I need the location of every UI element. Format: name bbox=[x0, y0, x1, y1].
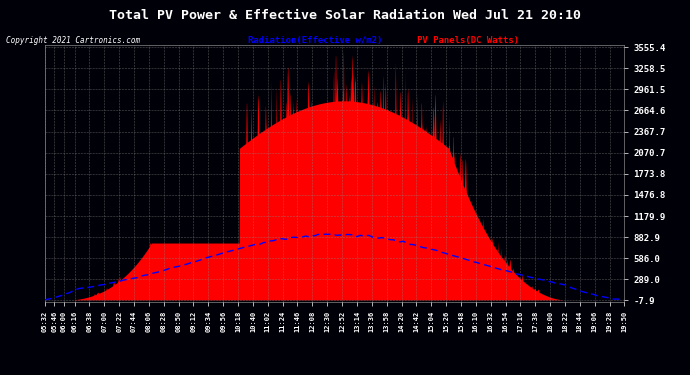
Text: Copyright 2021 Cartronics.com: Copyright 2021 Cartronics.com bbox=[6, 36, 139, 45]
Text: PV Panels(DC Watts): PV Panels(DC Watts) bbox=[417, 36, 520, 45]
Text: Total PV Power & Effective Solar Radiation Wed Jul 21 20:10: Total PV Power & Effective Solar Radiati… bbox=[109, 9, 581, 22]
Text: Radiation(Effective w/m2): Radiation(Effective w/m2) bbox=[248, 36, 383, 45]
